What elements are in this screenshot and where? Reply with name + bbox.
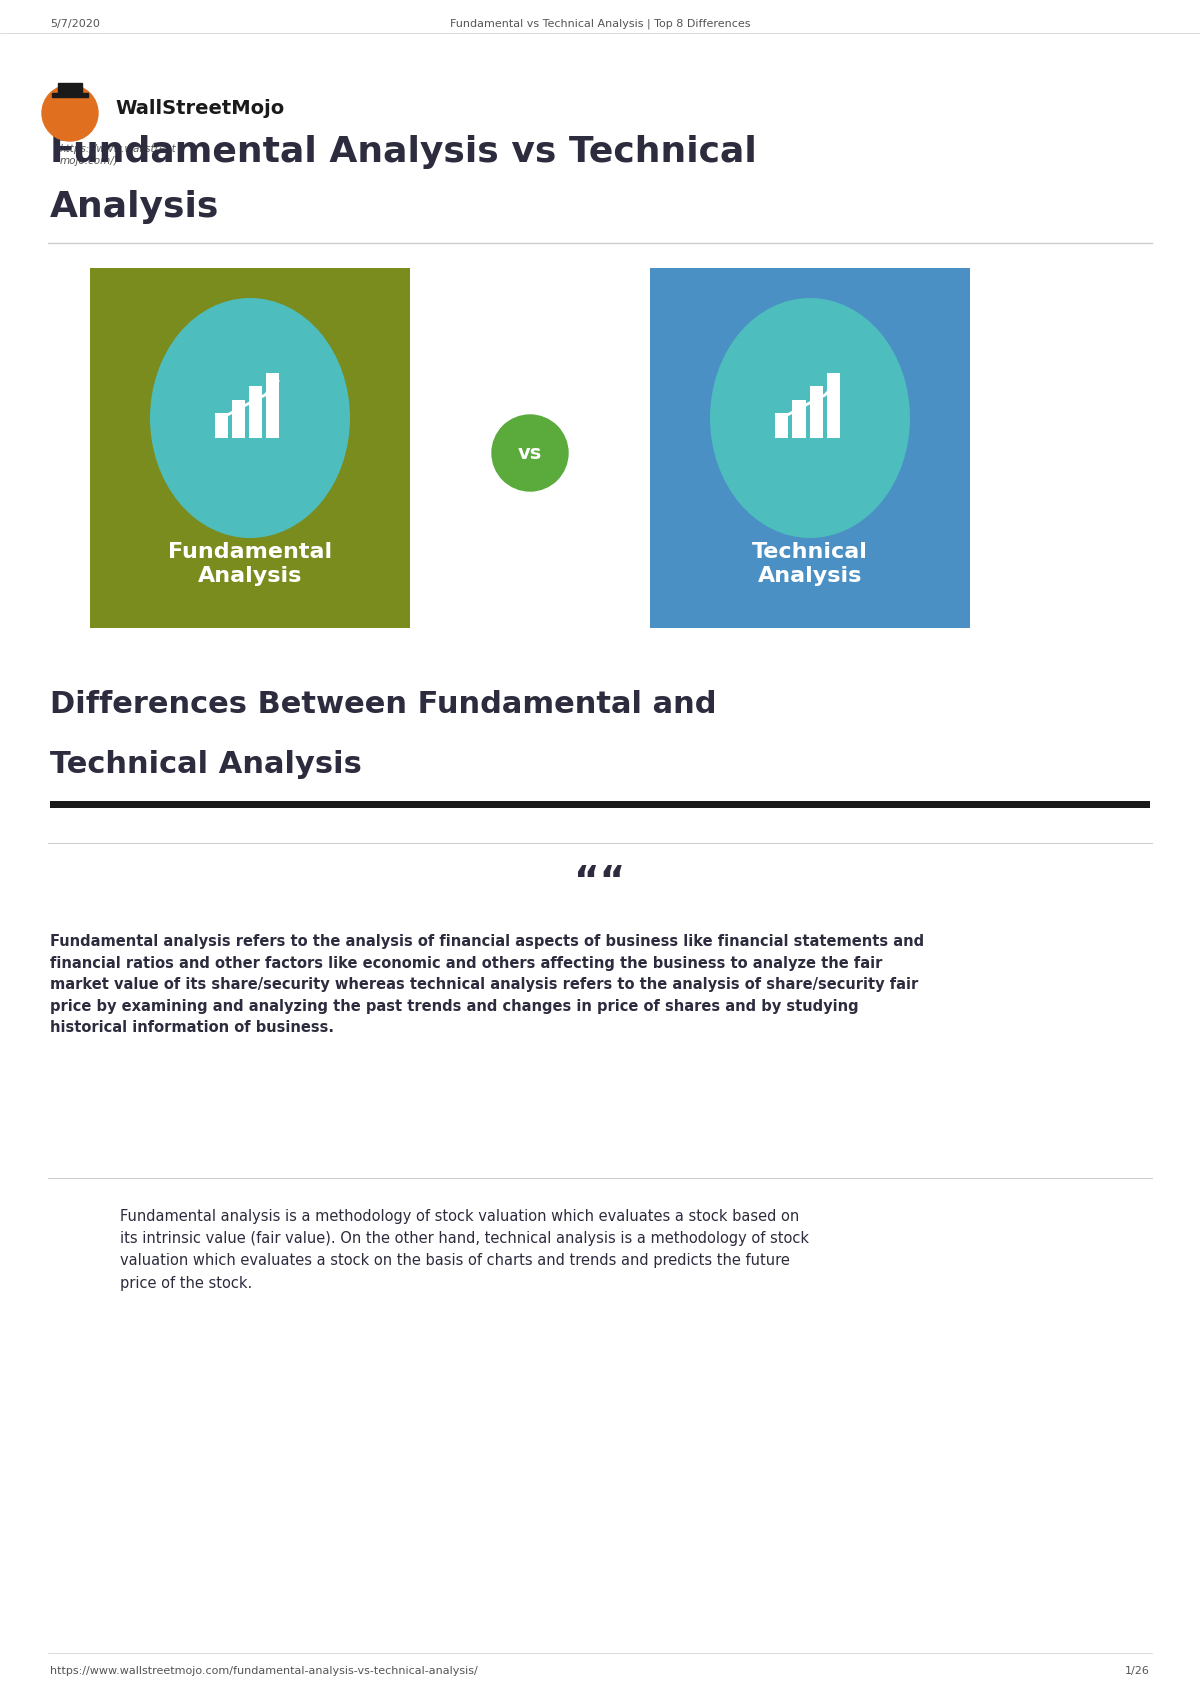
Text: Technical Analysis: Technical Analysis	[50, 749, 362, 779]
FancyBboxPatch shape	[810, 387, 822, 438]
Text: https://www.wallstreet
mojo.com/): https://www.wallstreet mojo.com/)	[60, 144, 176, 165]
Text: Analysis: Analysis	[50, 190, 220, 224]
FancyBboxPatch shape	[90, 268, 410, 628]
FancyBboxPatch shape	[775, 414, 788, 438]
Text: https://www.wallstreetmojo.com/fundamental-analysis-vs-technical-analysis/: https://www.wallstreetmojo.com/fundament…	[50, 1666, 478, 1674]
Text: WallStreetMojo: WallStreetMojo	[115, 100, 284, 119]
FancyBboxPatch shape	[266, 374, 280, 438]
Text: Fundamental vs Technical Analysis | Top 8 Differences: Fundamental vs Technical Analysis | Top …	[450, 19, 750, 29]
Text: 5/7/2020: 5/7/2020	[50, 19, 100, 29]
Text: Fundamental analysis refers to the analysis of financial aspects of business lik: Fundamental analysis refers to the analy…	[50, 934, 924, 1034]
FancyBboxPatch shape	[792, 401, 805, 438]
Text: Fundamental analysis is a methodology of stock valuation which evaluates a stock: Fundamental analysis is a methodology of…	[120, 1209, 809, 1290]
Text: ““: ““	[575, 864, 625, 902]
FancyBboxPatch shape	[216, 414, 228, 438]
Text: Fundamental Analysis vs Technical: Fundamental Analysis vs Technical	[50, 134, 757, 168]
FancyBboxPatch shape	[827, 374, 840, 438]
FancyBboxPatch shape	[650, 268, 970, 628]
Ellipse shape	[150, 299, 350, 538]
Text: 1/26: 1/26	[1126, 1666, 1150, 1674]
Text: vs: vs	[518, 445, 542, 464]
Text: Technical
Analysis: Technical Analysis	[752, 542, 868, 586]
FancyBboxPatch shape	[233, 401, 246, 438]
Circle shape	[42, 87, 98, 143]
Circle shape	[492, 416, 568, 492]
Text: Fundamental
Analysis: Fundamental Analysis	[168, 542, 332, 586]
FancyBboxPatch shape	[52, 93, 88, 98]
Ellipse shape	[710, 299, 910, 538]
FancyBboxPatch shape	[250, 387, 263, 438]
FancyBboxPatch shape	[50, 801, 1150, 808]
FancyBboxPatch shape	[58, 83, 82, 97]
Text: Differences Between Fundamental and: Differences Between Fundamental and	[50, 689, 716, 718]
